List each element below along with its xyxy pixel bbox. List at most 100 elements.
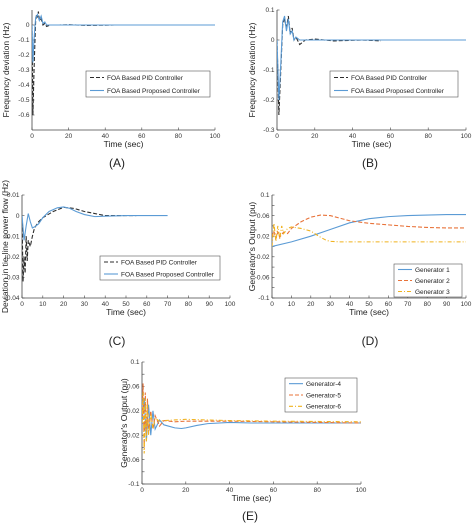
y-tick-label: -0.6 [18,112,30,119]
x-tick-label: 40 [102,301,110,308]
y-tick-label: -0.3 [263,127,275,134]
x-tick-label: 50 [365,301,373,308]
y-tick-label: -0.01 [5,233,20,240]
x-tick-label: 20 [307,301,315,308]
legend-label: FOA Based Proposed Controller [351,88,445,95]
x-tick-label: 100 [356,487,367,494]
y-axis-label: Generator's Output (pu) [247,202,257,292]
y-axis-label: Frequency deviation (Hz) [1,22,11,117]
x-tick-label: 40 [102,133,110,140]
x-axis-label: Time (sec) [349,307,389,317]
legend-label: Generator 1 [415,267,450,274]
x-tick-label: 0 [275,133,279,140]
y-tick-label: 0.1 [260,192,269,199]
x-tick-label: 60 [385,301,393,308]
x-tick-label: 80 [424,301,432,308]
y-tick-label: 0 [271,37,275,44]
y-tick-label: -0.2 [263,97,275,104]
x-tick-label: 20 [60,301,68,308]
legend: FOA Based PID Controller FOA Based Propos… [85,70,211,98]
x-tick-label: 30 [327,301,335,308]
x-axis-label: Time (sec) [104,139,144,149]
x-tick-label: 100 [461,301,472,308]
y-tick-label: 0.06 [257,213,270,220]
series-line [277,15,466,101]
panel-caption: (E) [242,509,258,523]
chart-panel-e: 0 20 40 60 80 100 -0.1 -0.06 -0.02 0.02 0.06 0.1 Tim… [119,359,367,523]
y-tick-label: 0.02 [257,233,270,240]
x-tick-label: 70 [404,301,412,308]
x-tick-label: 90 [206,301,214,308]
x-tick-label: 0 [140,487,144,494]
series-line [22,206,168,241]
y-tick-label: -0.1 [263,67,275,74]
legend-label: Generator-4 [306,381,341,388]
panel-caption: (C) [109,334,126,348]
legend-label: FOA Based PID Controller [121,259,198,266]
legend: FOA Based PID Controller FOA Based Propos… [329,70,459,98]
y-axis-label: Generator's Output (pu) [119,378,129,468]
y-tick-label: -0.3 [18,67,30,74]
y-tick-label: -0.4 [18,82,30,89]
x-tick-label: 20 [182,487,190,494]
x-tick-label: 100 [225,301,236,308]
y-tick-label: -0.02 [255,254,270,261]
series-line [142,392,361,454]
y-tick-label: -0.5 [18,97,30,104]
y-tick-label: -0.06 [125,457,140,464]
x-tick-label: 30 [81,301,89,308]
x-tick-label: 60 [138,133,146,140]
y-tick-label: -0.06 [255,275,270,282]
x-tick-label: 20 [65,133,73,140]
series-line [272,223,466,247]
x-tick-label: 80 [314,487,322,494]
legend-box [329,70,459,98]
y-axis-label: Frequency deviation (Hz) [247,22,257,117]
legend-box [99,255,221,281]
x-tick-label: 40 [226,487,234,494]
y-tick-label: -0.03 [5,275,20,282]
panel-caption: (D) [362,334,379,348]
x-tick-label: 80 [425,133,433,140]
x-tick-label: 60 [143,301,151,308]
x-tick-label: 40 [346,301,354,308]
series-line [32,13,215,63]
legend-label: FOA Based PID Controller [107,75,184,82]
x-tick-label: 90 [443,301,451,308]
y-tick-label: 0.06 [127,384,140,391]
legend-label: FOA Based Proposed Controller [107,88,201,95]
legend-label: Generator-6 [306,404,341,411]
x-axis-label: Time (sec) [352,139,392,149]
y-tick-label: 0.1 [130,359,139,366]
x-axis-label: Time (sec) [106,307,146,317]
x-tick-label: 100 [461,133,472,140]
legend-label: FOA Based PID Controller [351,75,428,82]
series-line [22,206,137,282]
panel-caption: (B) [362,156,378,170]
y-axis-label: Deviation in tie-line power flow (Hz) [0,180,10,313]
y-tick-label: -0.1 [258,295,270,302]
x-tick-label: 10 [288,301,296,308]
chart-panel-b: 0 20 40 60 80 100 -0.3 -0.2 -0.1 0 0.1 Time (sec) Fr… [247,7,472,170]
legend-box [85,70,211,98]
x-axis-label: Time (sec) [232,493,272,503]
x-tick-label: 70 [164,301,172,308]
x-tick-label: 10 [39,301,47,308]
series-line [272,214,466,241]
legend-label: Generator 2 [415,278,450,285]
x-tick-label: 0 [20,301,24,308]
legend-label: FOA Based Proposed Controller [121,271,215,278]
y-tick-label: 0.02 [127,408,140,415]
legend: FOA Based PID Controller FOA Based Propos… [99,255,221,281]
chart-panel-d: 0 10 20 30 40 50 60 70 80 90 100 -0.1 -0.06 -0.02 0.02… [247,192,472,348]
chart-panel-c: 0 10 20 30 40 50 60 70 80 90 100 -0.04 -0.03 -0.02 -0.… [0,180,236,348]
y-tick-label: -0.2 [18,52,30,59]
x-tick-label: 80 [185,301,193,308]
y-tick-label: -0.1 [128,481,140,488]
x-tick-label: 20 [311,133,319,140]
y-tick-label: -0.02 [5,254,20,261]
y-tick-label: 0 [16,213,20,220]
chart-panel-a: 0 20 40 60 80 100 -0.6 -0.5 -0.4 -0.3 -0.2 -0.1 0 Tim… [1,10,221,170]
x-tick-label: 0 [30,133,34,140]
